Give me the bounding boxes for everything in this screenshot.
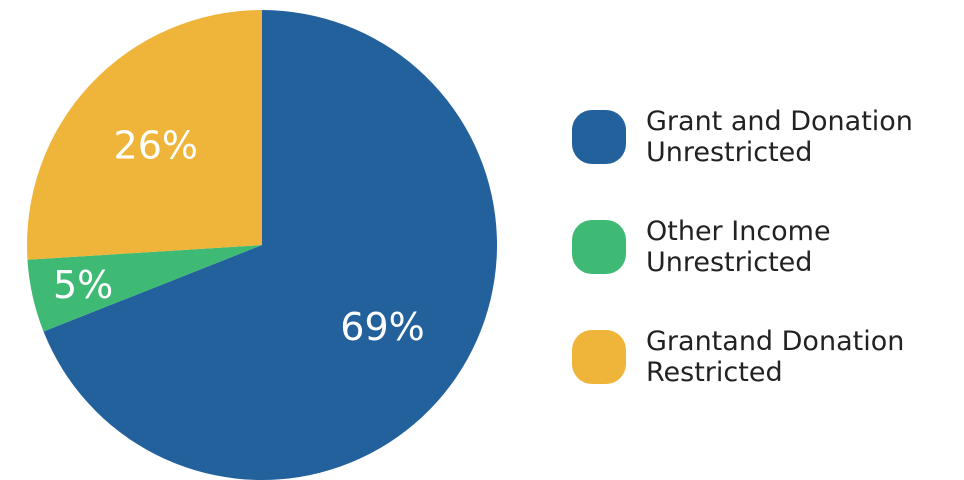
legend-label-line2: Unrestricted (646, 247, 813, 278)
legend-item-grant-donation-unrestricted: Grant and Donation Unrestricted (572, 82, 962, 192)
legend-swatch (572, 110, 626, 164)
pie-data-label: 69% (340, 305, 424, 349)
pie-slices (26, 10, 498, 480)
pie-plot: 69% 5% 26% (26, 10, 498, 480)
legend: Grant and Donation Unrestricted Other In… (572, 82, 962, 412)
legend-swatch (572, 220, 626, 274)
pie-data-label: 26% (114, 123, 198, 167)
legend-item-other-income-unrestricted: Other Income Unrestricted (572, 192, 962, 302)
legend-label-line2: Restricted (646, 357, 783, 388)
pie-data-labels: 69% 5% 26% (53, 123, 425, 349)
legend-label-line1: Other Income (646, 216, 831, 247)
pie-data-label: 5% (53, 263, 113, 307)
pie-slice-grant-and-donation-unrestricted (43, 10, 498, 480)
legend-label-line1: Grantand Donation (646, 326, 905, 357)
legend-label: Grantand Donation Restricted (646, 326, 904, 388)
legend-label-line1: Grant and Donation (646, 106, 913, 137)
legend-label-line2: Unrestricted (646, 137, 813, 168)
legend-label: Other Income Unrestricted (646, 216, 831, 278)
pie-slice-grantand-donation-restricted (26, 10, 262, 260)
legend-item-grant-donation-restricted: Grantand Donation Restricted (572, 302, 962, 412)
pie-slice-other-income-unrestricted (27, 245, 263, 332)
legend-label: Grant and Donation Unrestricted (646, 106, 913, 168)
legend-swatch (572, 330, 626, 384)
